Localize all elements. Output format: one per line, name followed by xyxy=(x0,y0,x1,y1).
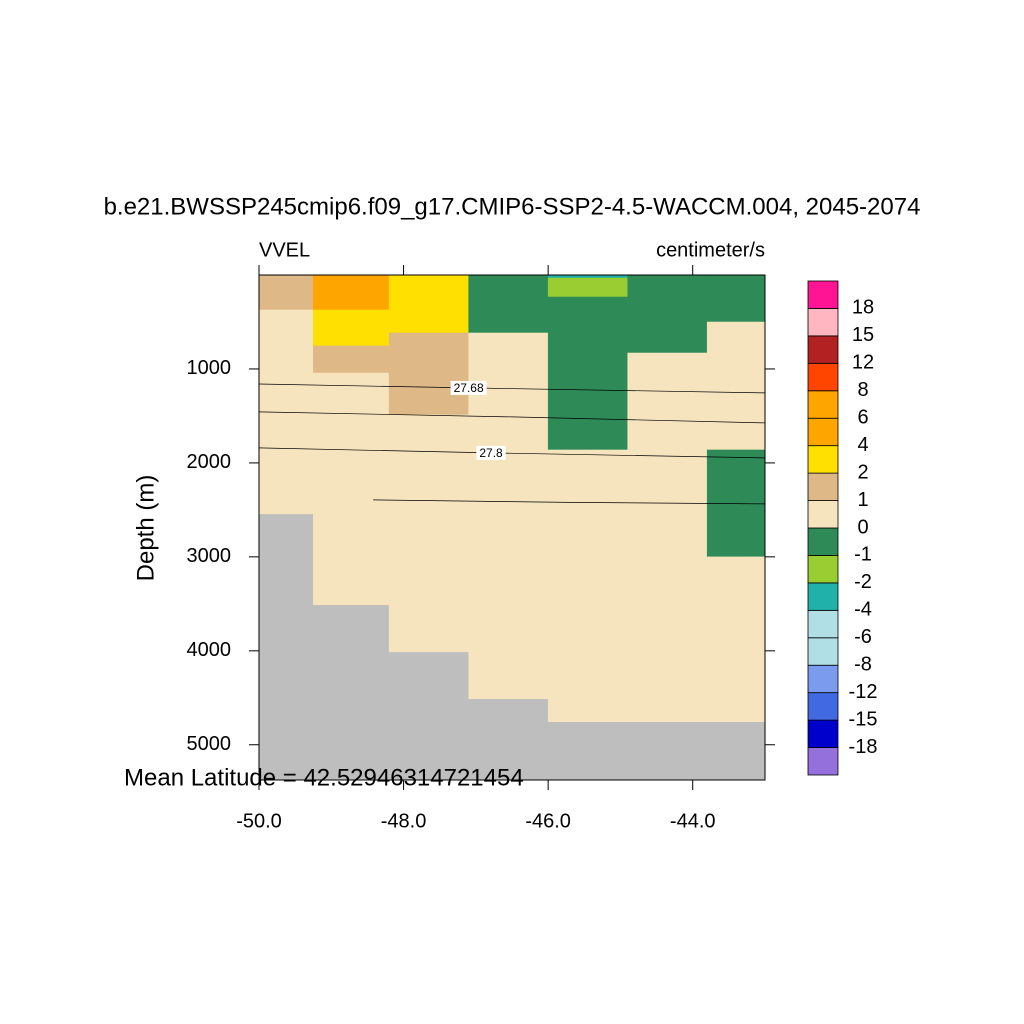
contour-label-group: 27.68 xyxy=(450,380,487,395)
colorbar-label: -4 xyxy=(854,599,872,621)
colorbar-label: 6 xyxy=(857,407,868,429)
colorbar-label: 18 xyxy=(852,297,874,319)
colorbar-box xyxy=(807,527,839,556)
y-axis-label: Depth (m) xyxy=(132,475,159,582)
colorbar-label: -1 xyxy=(854,544,872,566)
contour-label: 27.68 xyxy=(454,381,484,395)
colorbar-box xyxy=(807,335,839,364)
footer: Mean Latitude = 42.52946314721454 xyxy=(124,764,524,791)
colorbar-box xyxy=(807,362,839,392)
colorbar-label: 1 xyxy=(857,489,868,511)
cell xyxy=(706,274,766,323)
cell xyxy=(627,352,708,722)
colorbar-box xyxy=(807,308,839,337)
cell xyxy=(547,296,628,451)
colorbar-label: -2 xyxy=(854,571,872,593)
colorbar-label: -6 xyxy=(854,626,872,648)
colorbar-box xyxy=(807,582,839,611)
cell xyxy=(547,449,628,722)
colorbar-box xyxy=(807,637,839,666)
colorbar-box xyxy=(807,664,839,694)
contour-label-group: 27.8 xyxy=(476,445,506,460)
cell xyxy=(547,277,628,298)
colorbar-box xyxy=(807,747,839,776)
cell xyxy=(312,372,390,606)
contour-line xyxy=(258,411,766,424)
contour-label: 27.8 xyxy=(479,446,503,460)
cell xyxy=(468,274,549,334)
cell xyxy=(468,332,549,700)
colorbar-box xyxy=(807,692,839,721)
colorbar-box xyxy=(807,555,839,584)
contour-label-bg xyxy=(450,380,487,395)
colorbar-label: 15 xyxy=(852,324,874,346)
colorbar-label: -18 xyxy=(849,736,878,758)
colorbar-label: -12 xyxy=(849,681,878,703)
cell xyxy=(706,556,766,722)
x-tick-label: -48.0 xyxy=(381,810,427,832)
cell xyxy=(627,274,708,354)
y-tick-label: 5000 xyxy=(187,733,232,755)
colorbar-label: 2 xyxy=(857,461,868,483)
colorbar-box xyxy=(807,609,839,639)
colorbar-label: 12 xyxy=(852,352,874,374)
colorbar-label: 8 xyxy=(857,379,868,401)
cell xyxy=(706,321,766,451)
colorbar-box xyxy=(807,280,839,309)
colorbar-box xyxy=(807,445,839,474)
colorbar-label: 4 xyxy=(857,434,868,456)
contour-label-bg xyxy=(476,445,506,460)
colorbar-box xyxy=(807,500,839,529)
colorbar-label: 0 xyxy=(857,516,868,538)
cell xyxy=(312,345,390,374)
cell xyxy=(388,274,469,334)
colorbar-box xyxy=(807,390,839,419)
cell xyxy=(388,332,469,416)
cell xyxy=(312,309,390,347)
x-tick-label: -44.0 xyxy=(670,810,716,832)
colorbar-label: -8 xyxy=(854,654,872,676)
y-tick-label: 2000 xyxy=(187,451,232,473)
cell xyxy=(258,274,314,311)
cell xyxy=(388,414,469,653)
y-tick-label: 1000 xyxy=(187,357,232,379)
colorbar-box xyxy=(807,719,839,748)
colorbar-box xyxy=(807,417,839,447)
colorbar-box xyxy=(807,472,839,501)
plot-frame xyxy=(258,274,766,781)
units-label: centimeter/s xyxy=(656,239,765,261)
x-tick-label: -46.0 xyxy=(525,810,571,832)
x-tick-label: -50.0 xyxy=(236,810,282,832)
colorbar-label: -15 xyxy=(849,708,878,730)
chart-title: b.e21.BWSSP245cmip6.f09_g17.CMIP6-SSP2-4… xyxy=(104,193,921,220)
y-tick-label: 4000 xyxy=(187,639,232,661)
y-tick-label: 3000 xyxy=(187,545,232,567)
contour-line xyxy=(373,499,766,505)
variable-label: VVEL xyxy=(259,239,310,261)
cell xyxy=(312,274,390,311)
